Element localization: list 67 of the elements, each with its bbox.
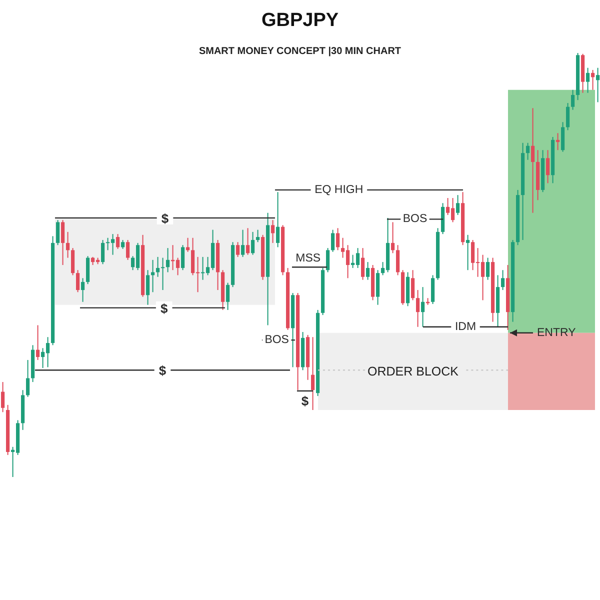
- candlestick: [561, 122, 565, 152]
- candlestick: [186, 237, 190, 252]
- candlestick: [156, 256, 160, 278]
- ref-line-label: EQ HIGH: [314, 184, 364, 196]
- candlestick: [81, 278, 85, 302]
- candlestick: [411, 270, 415, 301]
- candlestick: [71, 248, 75, 276]
- candlestick: [431, 274, 435, 305]
- candlestick: [236, 242, 240, 258]
- ref-line-label: MSS: [296, 252, 321, 264]
- candlestick: [336, 228, 340, 251]
- candlestick: [241, 229, 245, 258]
- candlestick: [66, 231, 70, 258]
- candlestick: [76, 270, 80, 293]
- candlestick: [391, 222, 395, 254]
- candlestick: [556, 132, 560, 151]
- candlestick: [276, 192, 280, 248]
- candlestick: [501, 270, 505, 291]
- candlestick: [366, 262, 370, 280]
- candlestick: [271, 220, 275, 244]
- ref-line-label: ENTRY: [537, 326, 576, 339]
- band-label: ORDER BLOCK: [368, 364, 460, 378]
- chart-subtitle: SMART MONEY CONCEPT |30 MIN CHART: [198, 46, 402, 57]
- candlestick: [416, 290, 420, 328]
- candlestick: [256, 229, 260, 243]
- candlestick: [456, 194, 460, 216]
- ref-line-label: $: [161, 210, 170, 226]
- candlestick: [161, 257, 165, 291]
- candlestick: [26, 359, 30, 398]
- candlestick: [116, 234, 120, 250]
- candlestick: [586, 67, 590, 94]
- candlestick: [226, 282, 230, 310]
- candlestick: [126, 239, 130, 260]
- candlestick: [531, 108, 535, 214]
- candlestick: [331, 229, 335, 252]
- candlestick: [181, 244, 185, 271]
- candlestick: [56, 220, 60, 246]
- candlestick: [376, 270, 380, 306]
- candlestick: [361, 248, 365, 280]
- candlestick: [566, 102, 570, 131]
- candlestick: [596, 67, 600, 103]
- candlestick: [146, 270, 150, 306]
- ref-line-label: $: [301, 393, 310, 408]
- candlestick: [466, 234, 470, 271]
- candlestick: [486, 257, 490, 280]
- ref-line-label: BOS: [402, 213, 428, 226]
- candlestick: [251, 231, 255, 256]
- candlestick: [571, 89, 575, 110]
- candlestick: [1, 382, 5, 413]
- candlestick: [101, 239, 105, 265]
- candlestick: [421, 286, 425, 328]
- candlestick: [526, 142, 530, 160]
- candlestick: [246, 228, 250, 256]
- candlestick: [396, 244, 400, 276]
- candlestick: [36, 324, 40, 360]
- ref-line-label: $: [160, 300, 168, 316]
- chart-title: GBPJPY: [260, 10, 340, 32]
- ref-line-label: $: [158, 362, 167, 378]
- candlestick: [311, 336, 315, 411]
- candlestick: [326, 248, 330, 273]
- ref-line-label: IDM: [454, 320, 476, 333]
- candlestick: [546, 150, 550, 184]
- candlestick: [166, 248, 170, 273]
- candlestick: [61, 220, 65, 266]
- ref-line-label: BOS: [264, 334, 290, 346]
- candlestick: [151, 259, 155, 293]
- candlestick: [591, 69, 595, 90]
